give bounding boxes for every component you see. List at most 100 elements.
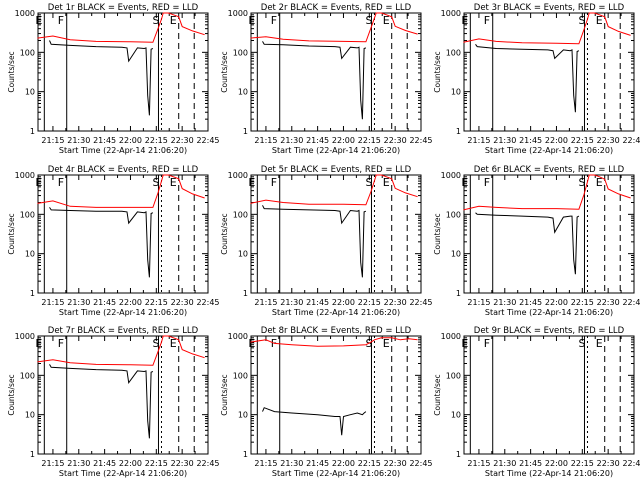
x-tick-label: 21:45 [93, 298, 116, 307]
series-line-events [49, 207, 154, 278]
x-tick-label: 21:15 [41, 459, 64, 468]
event-marker-label: E [596, 337, 603, 350]
y-tick-label: 10 [238, 411, 248, 420]
event-marker-label: S [365, 176, 372, 189]
x-axis-label: Start Time (22-Apr-14 21:06:20) [59, 308, 187, 317]
y-axis-label: Counts/sec [433, 51, 442, 92]
x-tick-label: 21:45 [519, 459, 542, 468]
chart-panel-5: Det 5r BLACK = Events, RED = LLD 1 10 100 10… [220, 165, 433, 317]
plot-frame [37, 335, 209, 455]
chart-panel-6: Det 6r BLACK = Events, RED = LLD 1 10 100 10… [433, 165, 640, 317]
x-axis-label: Start Time (22-Apr-14 21:06:20) [485, 146, 613, 155]
y-axis-label: Counts/sec [7, 213, 16, 254]
y-tick-label: 100 [20, 48, 35, 57]
event-marker-label: E [596, 176, 603, 189]
event-marker-label: E [35, 176, 42, 189]
x-tick-label: 21:30 [493, 136, 516, 145]
x-tick-label: 21:45 [519, 298, 542, 307]
x-tick-label: 22:45 [196, 298, 219, 307]
x-tick-label: 22:15 [571, 298, 594, 307]
y-axis-label: Counts/sec [433, 213, 442, 254]
x-tick-label: 22:30 [171, 298, 194, 307]
y-axis-label: Counts/sec [7, 51, 16, 92]
event-marker-label: F [271, 176, 277, 189]
plot-frame [463, 174, 635, 294]
x-tick-label: 21:30 [67, 298, 90, 307]
series-line-lld [250, 12, 418, 43]
x-tick-label: 22:30 [384, 298, 407, 307]
x-tick-label: 22:30 [597, 298, 620, 307]
event-marker-label: E [170, 337, 177, 350]
y-tick-label: 1000 [441, 9, 461, 18]
x-tick-label: 21:30 [493, 459, 516, 468]
y-tick-label: 1000 [441, 171, 461, 180]
event-marker-label: F [484, 337, 490, 350]
x-tick-label: 22:00 [332, 459, 355, 468]
x-tick-label: 21:15 [254, 459, 277, 468]
event-marker-label: F [484, 176, 490, 189]
y-tick-label: 10 [25, 411, 35, 420]
x-tick-label: 22:00 [332, 136, 355, 145]
series-line-events [262, 41, 367, 120]
y-tick-label: 1000 [15, 332, 35, 341]
y-axis-label: Counts/sec [220, 51, 229, 92]
y-tick-label: 10 [25, 88, 35, 97]
y-axis-label: Counts/sec [220, 213, 229, 254]
y-tick-label: 1000 [228, 9, 248, 18]
y-tick-label: 1 [243, 450, 248, 459]
y-tick-label: 1 [456, 450, 461, 459]
x-tick-label: 22:30 [171, 459, 194, 468]
y-tick-label: 1 [30, 127, 35, 136]
event-marker-label: S [152, 14, 159, 27]
y-axis-label: Counts/sec [7, 374, 16, 415]
x-tick-label: 21:15 [41, 136, 64, 145]
x-tick-label: 21:30 [67, 136, 90, 145]
x-tick-label: 22:00 [119, 136, 142, 145]
x-tick-label: 22:30 [597, 136, 620, 145]
series-line-lld [250, 174, 418, 206]
event-marker-label: S [365, 14, 372, 27]
y-tick-label: 100 [20, 210, 35, 219]
chart-title: Det 6r BLACK = Events, RED = LLD [474, 165, 625, 175]
y-tick-label: 1 [243, 127, 248, 136]
event-marker-label: E [248, 176, 255, 189]
series-line-lld [37, 335, 205, 366]
event-marker-label: S [578, 14, 585, 27]
event-marker-label: E [383, 176, 390, 189]
y-axis-label: Counts/sec [220, 374, 229, 415]
chart-title: Det 5r BLACK = Events, RED = LLD [261, 165, 412, 175]
y-tick-label: 1 [456, 127, 461, 136]
x-tick-label: 22:00 [545, 298, 568, 307]
chart-title: Det 9r BLACK = Events, RED = LLD [474, 326, 625, 336]
x-axis-label: Start Time (22-Apr-14 21:06:20) [59, 146, 187, 155]
chart-panel-9: Det 9r BLACK = Events, RED = LLD 1 10 100 10… [433, 326, 640, 478]
x-axis-label: Start Time (22-Apr-14 21:06:20) [272, 146, 400, 155]
plot-frame [250, 12, 422, 132]
event-marker-label: E [248, 14, 255, 27]
chart-panel-2: Det 2r BLACK = Events, RED = LLD 1 10 100 10… [220, 3, 433, 155]
y-tick-label: 1000 [15, 171, 35, 180]
event-marker-label: E [461, 337, 468, 350]
chart-panel-4: Det 4r BLACK = Events, RED = LLD 1 10 100 10… [7, 165, 220, 317]
event-marker-label: E [383, 337, 390, 350]
y-tick-label: 100 [446, 371, 461, 380]
chart-panel-8: Det 8r BLACK = Events, RED = LLD 1 10 100 10… [220, 326, 433, 478]
y-tick-label: 100 [233, 371, 248, 380]
y-tick-label: 1000 [228, 171, 248, 180]
x-tick-label: 22:45 [409, 459, 432, 468]
x-tick-label: 22:15 [358, 298, 381, 307]
y-tick-label: 1 [243, 289, 248, 298]
plot-frame [463, 12, 635, 132]
x-axis-label: Start Time (22-Apr-14 21:06:20) [59, 469, 187, 478]
event-marker-label: E [461, 14, 468, 27]
x-tick-label: 21:30 [67, 459, 90, 468]
chart-title: Det 8r BLACK = Events, RED = LLD [261, 326, 412, 336]
x-tick-label: 21:15 [254, 298, 277, 307]
y-tick-label: 1000 [441, 332, 461, 341]
x-tick-label: 22:00 [545, 136, 568, 145]
event-marker-label: E [170, 176, 177, 189]
x-tick-label: 21:30 [280, 298, 303, 307]
chart-panel-1: Det 1r BLACK = Events, RED = LLD 1 10 100 10… [7, 3, 220, 155]
x-tick-label: 22:15 [571, 136, 594, 145]
plot-frame [250, 335, 422, 455]
